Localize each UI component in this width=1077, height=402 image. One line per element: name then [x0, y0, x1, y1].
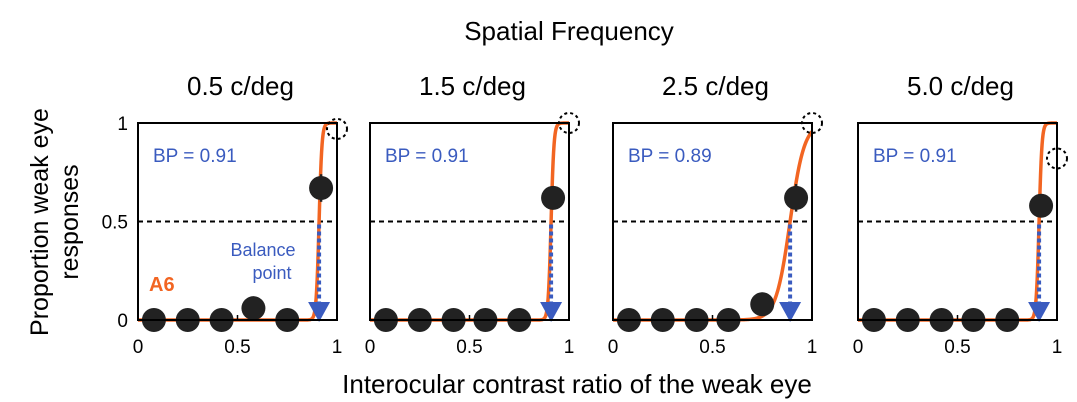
- x-tick-label: 1: [332, 337, 343, 358]
- x-axis-label: Interocular contrast ratio of the weak e…: [342, 369, 812, 399]
- x-tick-label: 1: [807, 337, 818, 358]
- data-point: [750, 292, 775, 317]
- balance-point-arrowhead: [308, 302, 331, 322]
- excluded-data-point: [1046, 147, 1068, 170]
- bp-value-label: BP = 0.91: [153, 146, 237, 167]
- y-axis-label-line-2: responses: [56, 164, 84, 279]
- balance-annotation-line-2: point: [252, 263, 291, 283]
- x-tick-label: 0.5: [456, 337, 482, 358]
- bp-value-label: BP = 0.89: [628, 146, 712, 167]
- x-tick-label: 0.5: [699, 337, 725, 358]
- x-tick-label: 0.5: [944, 337, 970, 358]
- y-axis-label-line-1: Proportion weak eye: [26, 108, 54, 336]
- panel-title: 2.5 c/deg: [662, 71, 769, 101]
- balance-point-arrowhead: [779, 302, 802, 322]
- y-tick-label: 0: [117, 311, 128, 332]
- panel-title: 0.5 c/deg: [187, 71, 294, 101]
- balance-annotation-line-1: Balance: [230, 240, 295, 260]
- excluded-data-point: [326, 117, 348, 140]
- panel-2: 1.5 c/deg BP = 0.91 0 0.5 1: [365, 71, 580, 358]
- super-title: Spatial Frequency: [464, 16, 674, 46]
- data-point: [241, 296, 266, 321]
- data-point: [541, 185, 566, 210]
- subject-label: A6: [149, 274, 175, 296]
- panel-1: 0.5 c/deg BP = 0.91 0 0.5 1 0 0.5 1 Balance point…: [102, 71, 348, 358]
- x-tick-label: 0: [608, 337, 619, 358]
- x-tick-label: 0: [133, 337, 144, 358]
- x-tick-label: 0.5: [224, 337, 250, 358]
- bp-value-label: BP = 0.91: [385, 146, 469, 167]
- panel-title: 5.0 c/deg: [907, 71, 1014, 101]
- panel-4: 5.0 c/deg BP = 0.91 0 0.5 1: [853, 71, 1068, 358]
- x-tick-label: 1: [564, 337, 575, 358]
- bp-value-label: BP = 0.91: [873, 146, 957, 167]
- x-tick-label: 1: [1052, 337, 1063, 358]
- panel-title: 1.5 c/deg: [419, 71, 526, 101]
- panel-3: 2.5 c/deg BP = 0.89 0 0.5 1: [608, 71, 823, 358]
- x-tick-label: 0: [365, 337, 376, 358]
- y-tick-label: 1: [117, 114, 128, 135]
- x-tick-label: 0: [853, 337, 864, 358]
- data-point: [309, 176, 334, 201]
- panels-group: 0.5 c/deg BP = 0.91 0 0.5 1 0 0.5 1 Balance point…: [102, 71, 1068, 358]
- data-point: [784, 185, 809, 210]
- balance-point-arrowhead: [540, 302, 563, 322]
- balance-point-arrowhead: [1028, 302, 1051, 322]
- data-point: [1029, 193, 1054, 218]
- y-tick-label: 0.5: [102, 213, 128, 234]
